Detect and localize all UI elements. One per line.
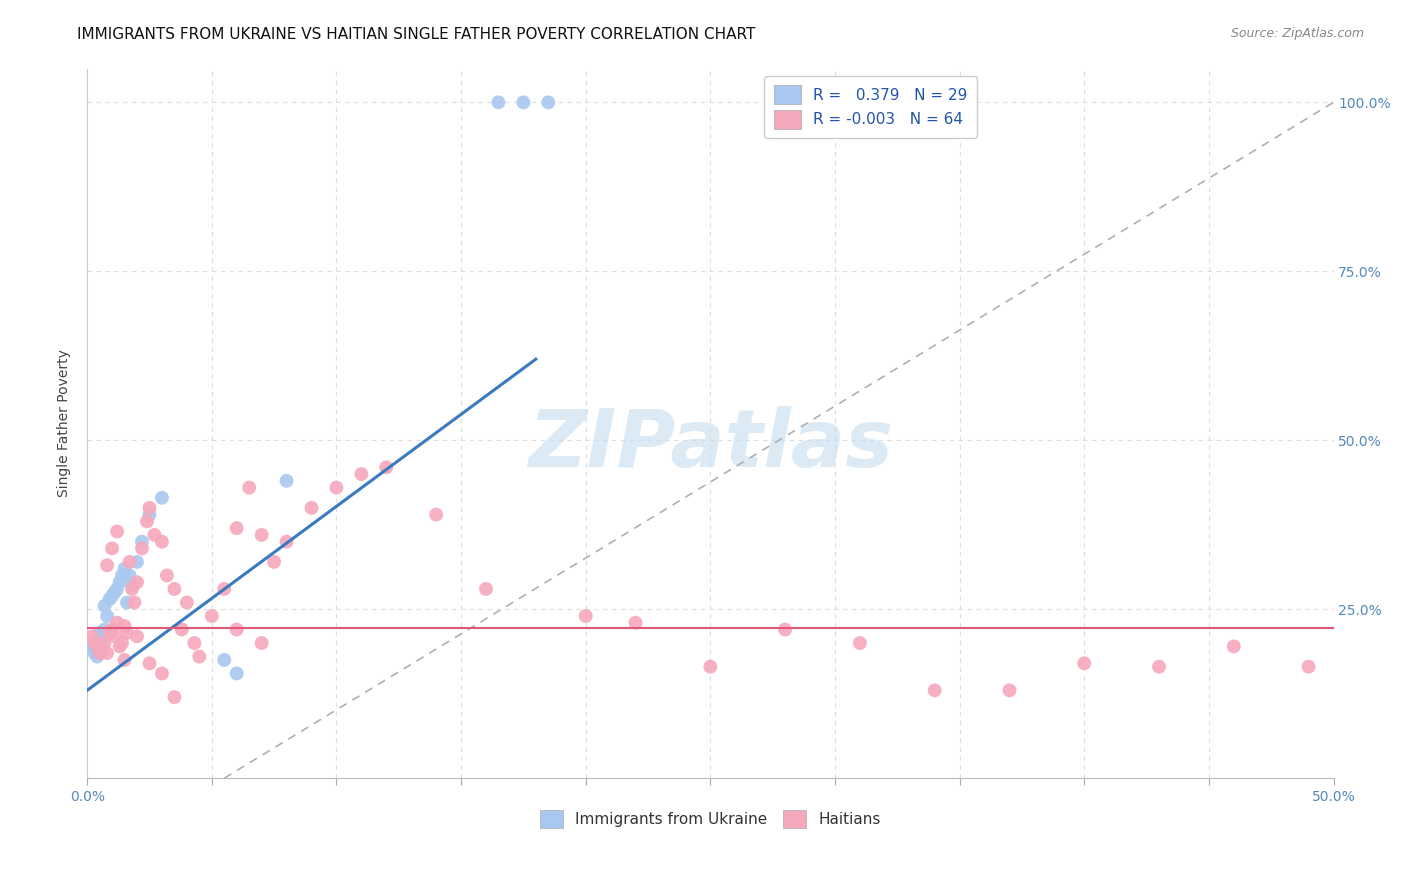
Point	[105, 615, 128, 630]
Point	[111, 636, 134, 650]
Point	[83, 636, 105, 650]
Point	[924, 683, 946, 698]
Point	[108, 640, 131, 654]
Point	[91, 629, 114, 643]
Point	[96, 609, 118, 624]
Point	[96, 558, 118, 573]
Point	[150, 666, 173, 681]
Point	[225, 623, 247, 637]
Point	[475, 582, 498, 596]
Point	[125, 629, 148, 643]
Point	[170, 623, 193, 637]
Point	[89, 626, 111, 640]
Point	[849, 636, 872, 650]
Point	[143, 528, 166, 542]
Point	[350, 467, 373, 481]
Point	[375, 460, 398, 475]
Point	[1147, 659, 1170, 673]
Point	[138, 500, 160, 515]
Point	[1223, 640, 1246, 654]
Point	[89, 636, 111, 650]
Text: Source: ZipAtlas.com: Source: ZipAtlas.com	[1230, 27, 1364, 40]
Point	[212, 653, 235, 667]
Point	[699, 659, 721, 673]
Point	[118, 568, 141, 582]
Point	[1298, 659, 1320, 673]
Point	[98, 626, 121, 640]
Point	[111, 568, 134, 582]
Point	[225, 521, 247, 535]
Point	[488, 95, 510, 110]
Text: ZIPatlas: ZIPatlas	[527, 406, 893, 483]
Point	[138, 657, 160, 671]
Point	[183, 636, 205, 650]
Point	[93, 636, 115, 650]
Point	[575, 609, 598, 624]
Point	[537, 95, 560, 110]
Point	[108, 575, 131, 590]
Point	[238, 481, 260, 495]
Point	[512, 95, 534, 110]
Point	[150, 491, 173, 505]
Point	[82, 640, 104, 654]
Point	[150, 534, 173, 549]
Point	[115, 626, 138, 640]
Point	[93, 599, 115, 613]
Point	[225, 666, 247, 681]
Y-axis label: Single Father Poverty: Single Father Poverty	[58, 350, 72, 498]
Point	[114, 653, 136, 667]
Point	[998, 683, 1021, 698]
Point	[101, 589, 124, 603]
Point	[82, 629, 104, 643]
Point	[98, 592, 121, 607]
Point	[163, 690, 186, 705]
Point	[86, 640, 108, 654]
Point	[131, 534, 153, 549]
Point	[425, 508, 447, 522]
Point	[125, 555, 148, 569]
Point	[201, 609, 224, 624]
Point	[276, 474, 298, 488]
Point	[250, 636, 273, 650]
Point	[624, 615, 647, 630]
Point	[121, 582, 143, 596]
Point	[212, 582, 235, 596]
Point	[773, 623, 796, 637]
Point	[91, 642, 114, 657]
Point	[86, 649, 108, 664]
Point	[83, 646, 105, 660]
Point	[114, 619, 136, 633]
Point	[118, 555, 141, 569]
Point	[103, 585, 125, 599]
Point	[156, 568, 179, 582]
Point	[124, 595, 146, 609]
Point	[250, 528, 273, 542]
Point	[101, 623, 124, 637]
Point	[101, 541, 124, 556]
Point	[176, 595, 198, 609]
Point	[1073, 657, 1095, 671]
Point	[138, 508, 160, 522]
Text: IMMIGRANTS FROM UKRAINE VS HAITIAN SINGLE FATHER POVERTY CORRELATION CHART: IMMIGRANTS FROM UKRAINE VS HAITIAN SINGL…	[77, 27, 755, 42]
Point	[105, 582, 128, 596]
Point	[163, 582, 186, 596]
Legend: Immigrants from Ukraine, Haitians: Immigrants from Ukraine, Haitians	[534, 804, 887, 834]
Point	[131, 541, 153, 556]
Point	[114, 562, 136, 576]
Point	[125, 575, 148, 590]
Point	[301, 500, 323, 515]
Point	[188, 649, 211, 664]
Point	[263, 555, 285, 569]
Point	[103, 629, 125, 643]
Point	[121, 578, 143, 592]
Point	[96, 646, 118, 660]
Point	[325, 481, 347, 495]
Point	[93, 623, 115, 637]
Point	[89, 646, 111, 660]
Point	[115, 595, 138, 609]
Point	[105, 524, 128, 539]
Point	[276, 534, 298, 549]
Point	[136, 515, 159, 529]
